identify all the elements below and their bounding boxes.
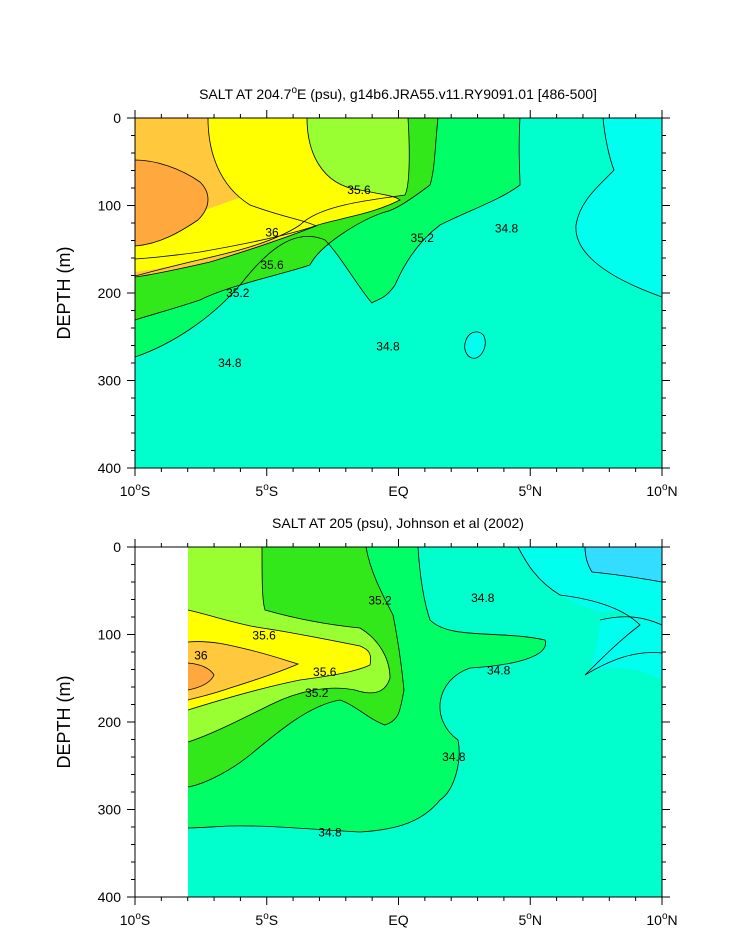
contour-fill-area — [135, 118, 662, 468]
contour-labels: 35.6 36 35.6 35.2 35.2 34.8 34.8 34.8 — [218, 183, 519, 370]
x-tick-label: 10oS — [120, 482, 150, 499]
contour-34-8-lowerN — [575, 118, 662, 298]
x-tick-label: EQ — [388, 483, 408, 499]
band-below-tongue — [590, 616, 662, 680]
contour-35-6 — [135, 118, 317, 278]
contour-35-4 — [135, 118, 401, 260]
contour-fill-area — [135, 547, 662, 897]
panel-observed: SALT AT 205 (psu), Johnson et al (2002) — [54, 515, 678, 928]
contour-labels: 35.2 34.8 35.6 36 35.6 34.8 35.2 34.8 34.8 — [194, 591, 511, 840]
x-tick-label: 10oN — [646, 911, 677, 928]
y-tick-label: 300 — [98, 373, 122, 389]
x-tick-label: 5oN — [519, 482, 542, 499]
contour-label: 34.8 — [487, 663, 511, 677]
y-tick-label: 100 — [98, 198, 122, 214]
contour-label: 35.2 — [368, 593, 392, 607]
x-tick-label: 5oN — [519, 911, 542, 928]
y-tick-label: 200 — [98, 285, 122, 301]
y-tick-label: 0 — [113, 539, 121, 555]
contour-label: 34.8 — [495, 221, 519, 235]
contour-label: 35.6 — [313, 665, 337, 679]
contour-34-6-tongue-top — [599, 616, 662, 626]
panel-title: SALT AT 204.7oE (psu), g14b6.JRA55.v11.R… — [199, 85, 597, 102]
contour-label: 36 — [194, 649, 208, 663]
contour-36 — [135, 159, 209, 247]
contour-35-4 — [187, 609, 372, 711]
contour-label: 35.6 — [347, 183, 371, 197]
contour-label: 34.8 — [318, 825, 342, 839]
contour-label: 35.6 — [252, 628, 276, 642]
band-36-plus — [135, 160, 208, 246]
y-tick-label: 300 — [98, 802, 122, 818]
axes: 10oS 5oS EQ 5oN 10oN 0 100 200 300 400 — [98, 110, 678, 499]
y-tick-label: 400 — [98, 889, 122, 905]
contour-label: 34.8 — [218, 356, 242, 370]
contour-label: 35.2 — [411, 231, 435, 245]
contour-label: 35.2 — [305, 686, 329, 700]
band-35-8 — [188, 641, 298, 700]
y-tick-label: 100 — [98, 627, 122, 643]
contour-label: 35.2 — [226, 286, 250, 300]
contour-label: 34.8 — [376, 339, 400, 353]
x-tick-label: 10oN — [646, 482, 677, 499]
contour-label: 34.8 — [471, 591, 495, 605]
contour-35-6 — [187, 641, 300, 701]
axes: 10oS 5oS EQ 5oN 10oN 0 100 200 300 400 — [98, 539, 678, 928]
contour-34-8 — [187, 547, 546, 833]
isolated-low-cell — [464, 331, 486, 359]
contour-label: 36 — [265, 226, 279, 240]
contour-lines — [135, 118, 662, 359]
panel-model: SALT AT 204.7oE (psu), g14b6.JRA55.v11.R… — [54, 85, 678, 499]
contour-lines — [187, 547, 662, 833]
contour-34-6-ne — [584, 547, 662, 583]
x-tick-label: 10oS — [120, 911, 150, 928]
y-tick-label: 0 — [113, 110, 121, 126]
contour-35-2 — [187, 547, 391, 743]
y-tick-label: 400 — [98, 460, 122, 476]
contour-34-8-north — [517, 547, 662, 676]
x-tick-label: EQ — [388, 912, 408, 928]
band-36-plus — [188, 663, 214, 690]
contour-label: 35.6 — [260, 258, 284, 272]
x-tick-label: 5oS — [255, 911, 278, 928]
band-35-6-lower — [135, 179, 316, 272]
x-tick-label: 5oS — [255, 482, 278, 499]
y-tick-label: 200 — [98, 714, 122, 730]
contour-35-0 — [187, 547, 405, 788]
contour-36 — [187, 662, 215, 691]
contour-35-2 — [135, 118, 410, 277]
panel-title: SALT AT 205 (psu), Johnson et al (2002) — [272, 515, 524, 531]
contour-35-0 — [135, 118, 439, 321]
y-axis-title: DEPTH (m) — [54, 247, 74, 340]
contour-34-8-blob — [464, 331, 486, 359]
contour-label: 34.8 — [442, 750, 466, 764]
y-axis-title: DEPTH (m) — [54, 676, 74, 769]
